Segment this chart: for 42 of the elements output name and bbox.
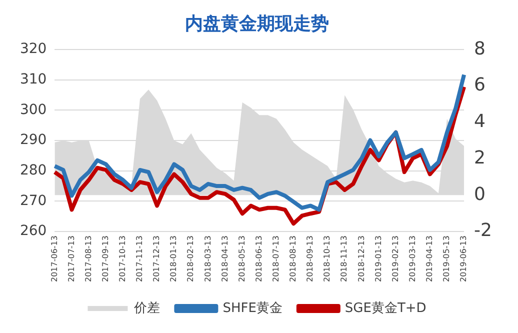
y2-tick-label: -2 [474, 220, 492, 242]
x-tick-label: 2018-10-13 [322, 236, 332, 282]
x-tick-label: 2017-10-13 [118, 236, 128, 282]
x-tick-label: 2019-05-13 [442, 236, 452, 282]
x-tick-label: 2017-06-13 [50, 236, 59, 282]
y-tick-label: 260 [20, 223, 47, 240]
x-tick-label: 2018-06-13 [254, 236, 264, 282]
y2-tick-label: 0 [474, 184, 486, 205]
y-tick-label: 270 [20, 192, 47, 209]
x-tick-label: 2018-01-13 [169, 236, 178, 282]
x-tick-label: 2018-05-13 [237, 236, 246, 282]
y-tick-label: 300 [20, 102, 47, 118]
x-tick-label: 2019-03-13 [408, 236, 417, 282]
y-tick-label: 280 [20, 162, 47, 179]
y2-tick-label: 8 [474, 38, 486, 60]
x-tick-label: 2018-12-13 [356, 236, 366, 282]
y-tick-label: 310 [20, 72, 47, 88]
x-tick-label: 2017-07-13 [66, 236, 76, 282]
legend-label: SGE黄金T+D [344, 300, 426, 316]
legend-label: SHFE黄金 [222, 300, 282, 316]
y2-tick-label: 4 [474, 111, 486, 132]
x-tick-label: 2018-03-13 [203, 236, 212, 282]
x-tick-label: 2019-02-13 [390, 236, 400, 282]
y-tick-label: 320 [20, 41, 47, 58]
x-tick-label: 2017-09-13 [100, 236, 110, 282]
x-tick-label: 2019-01-13 [374, 236, 383, 282]
x-tick-label: 2018-02-13 [186, 236, 196, 282]
x-tick-label: 2018-11-13 [340, 236, 349, 282]
x-tick-label: 2018-07-13 [272, 236, 281, 282]
legend-label: 价差 [133, 300, 160, 316]
x-tick-label: 2017-08-13 [84, 236, 93, 282]
y2-tick-label: 2 [474, 147, 486, 168]
x-tick-label: 2017-11-13 [135, 236, 144, 282]
x-tick-label: 2018-08-13 [288, 236, 298, 282]
x-tick-label: 2018-09-13 [306, 236, 315, 282]
x-tick-label: 2019-06-13 [459, 236, 468, 282]
x-tick-label: 2018-04-13 [220, 236, 230, 282]
x-tick-label: 2017-12-13 [152, 236, 162, 282]
y-tick-label: 290 [20, 132, 47, 148]
x-tick-label: 2019-04-13 [425, 236, 434, 282]
chart-title: 内盘黄金期现走势 [185, 13, 329, 34]
y2-tick-label: 6 [474, 74, 486, 96]
